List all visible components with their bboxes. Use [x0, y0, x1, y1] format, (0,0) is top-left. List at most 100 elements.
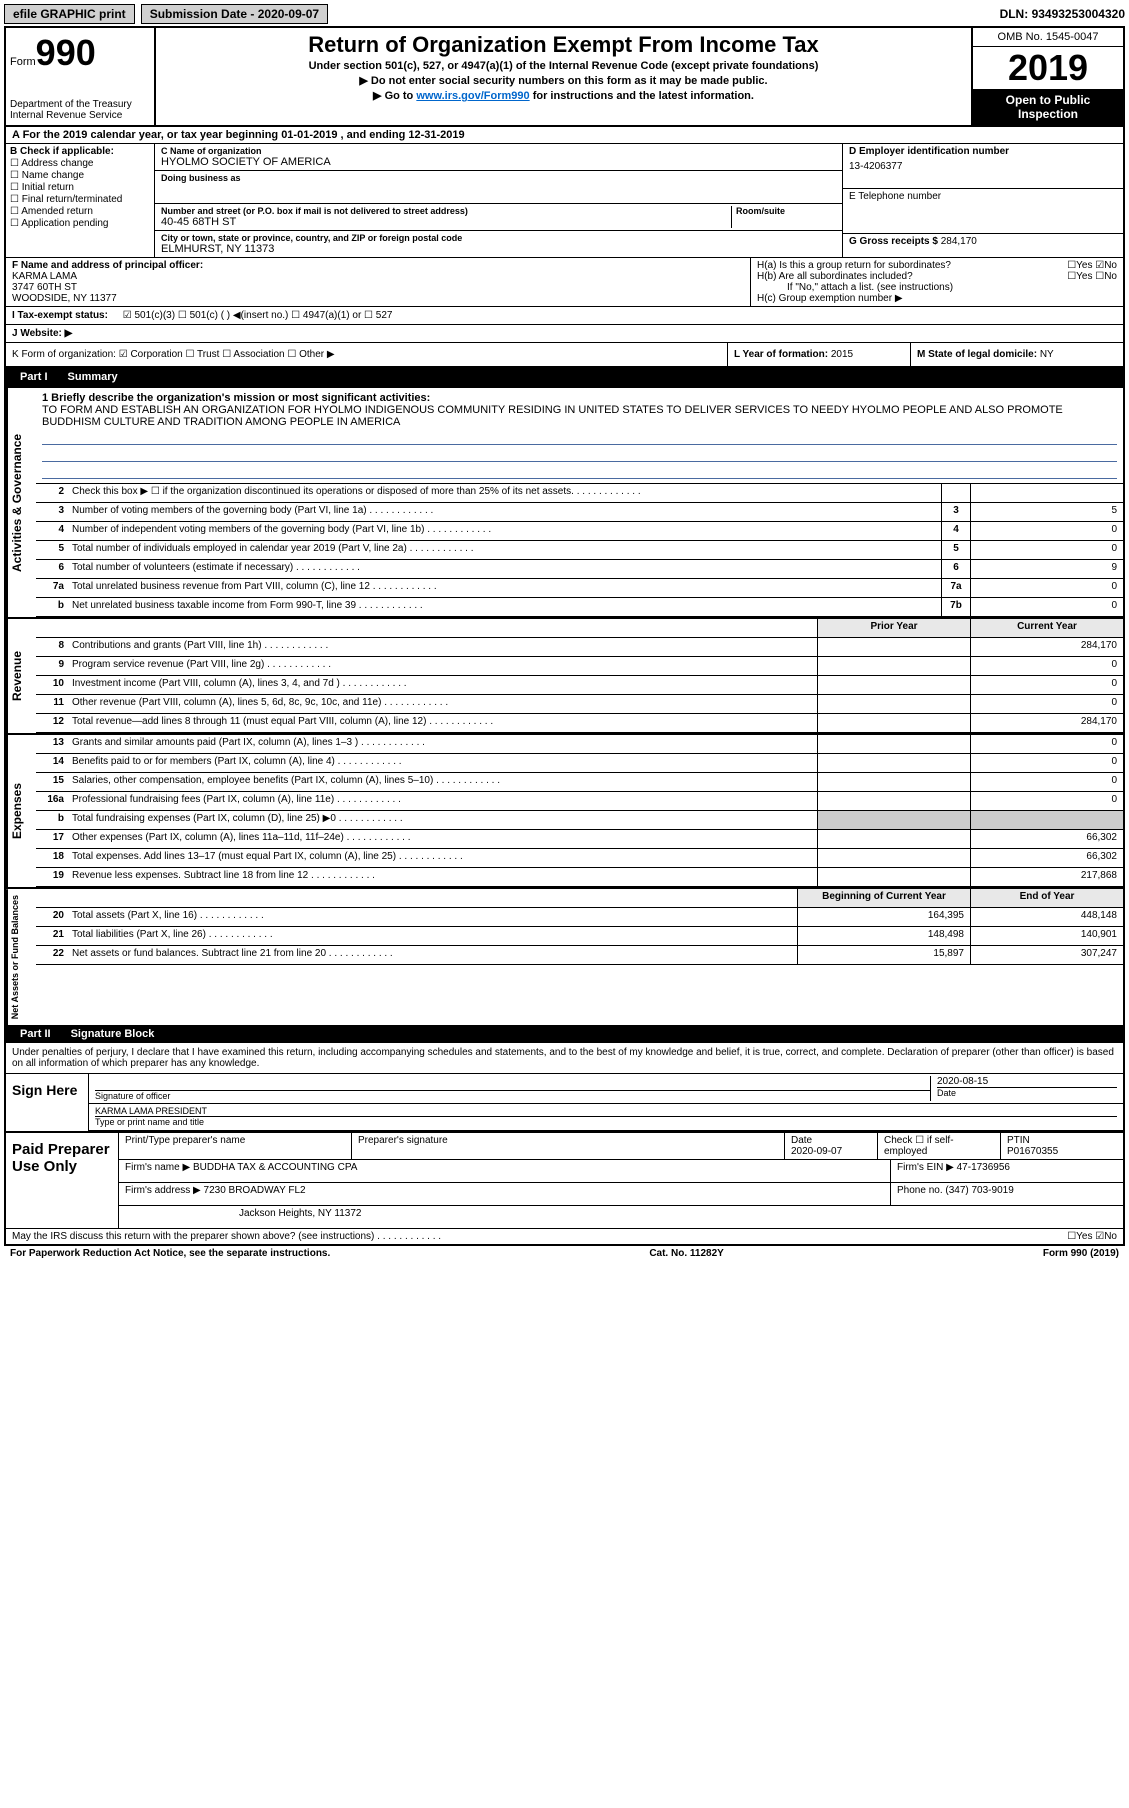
hb-label: H(b) Are all subordinates included? [757, 271, 913, 282]
exp-line-17: 17Other expenses (Part IX, column (A), l… [36, 830, 1123, 849]
department: Department of the Treasury Internal Reve… [10, 99, 150, 121]
c-name-label: C Name of organization [161, 146, 836, 156]
exp-line-b: bTotal fundraising expenses (Part IX, co… [36, 811, 1123, 830]
part2-title: Signature Block [71, 1028, 155, 1040]
side-net-assets: Net Assets or Fund Balances [6, 889, 36, 1025]
side-governance: Activities & Governance [6, 388, 36, 617]
l-value: 2015 [831, 349, 853, 360]
i-options[interactable]: ☑ 501(c)(3) ☐ 501(c) ( ) ◀(insert no.) ☐… [123, 310, 393, 321]
submission-label: Submission Date - [150, 7, 258, 21]
paid-preparer-label: Paid Preparer Use Only [6, 1133, 119, 1228]
gov-line-3: 3Number of voting members of the governi… [36, 503, 1123, 522]
dln-value: 93493253004320 [1032, 7, 1125, 21]
dba-label: Doing business as [161, 173, 836, 183]
net-assets-section: Net Assets or Fund Balances Beginning of… [6, 887, 1123, 1025]
klm-row: K Form of organization: ☑ Corporation ☐ … [6, 343, 1123, 368]
instruction-2: ▶ Go to www.irs.gov/Form990 for instruct… [164, 89, 963, 102]
form-header: Form990 Department of the Treasury Inter… [6, 28, 1123, 127]
b-header: B Check if applicable: [10, 146, 150, 157]
check-name-change[interactable]: ☐ Name change [10, 170, 150, 181]
firm-name: Firm's name ▶ BUDDHA TAX & ACCOUNTING CP… [119, 1160, 891, 1182]
j-label: J Website: ▶ [12, 328, 72, 339]
officer-name: KARMA LAMA [12, 271, 744, 282]
discuss-answer[interactable]: ☐Yes ☑No [1067, 1231, 1117, 1242]
current-year-head: Current Year [970, 619, 1123, 637]
net-line-20: 20Total assets (Part X, line 16)164,3954… [36, 908, 1123, 927]
dln-label: DLN: [1000, 7, 1032, 21]
rev-line-9: 9Program service revenue (Part VIII, lin… [36, 657, 1123, 676]
check-application-pending[interactable]: ☐ Application pending [10, 218, 150, 229]
header-left: Form990 Department of the Treasury Inter… [6, 28, 156, 125]
prior-year-head: Prior Year [817, 619, 970, 637]
gov-line-b: bNet unrelated business taxable income f… [36, 598, 1123, 617]
rev-header-row: Prior Year Current Year [36, 619, 1123, 638]
sig-officer-label: Signature of officer [95, 1090, 930, 1101]
expenses-section: Expenses 13Grants and similar amounts pa… [6, 733, 1123, 887]
officer-signature-field[interactable]: Signature of officer [95, 1076, 930, 1101]
firm-address: Firm's address ▶ 7230 BROADWAY FL2 [119, 1183, 891, 1205]
part2-label: Part II [12, 1027, 59, 1041]
gov-line-7a: 7aTotal unrelated business revenue from … [36, 579, 1123, 598]
end-year-head: End of Year [970, 889, 1123, 907]
sig-date-label: Date [937, 1087, 1117, 1098]
exp-line-13: 13Grants and similar amounts paid (Part … [36, 735, 1123, 754]
top-bar: efile GRAPHIC print Submission Date - 20… [4, 4, 1125, 24]
exp-line-18: 18Total expenses. Add lines 13–17 (must … [36, 849, 1123, 868]
page-footer: For Paperwork Reduction Act Notice, see … [4, 1246, 1125, 1261]
prep-print-name: Print/Type preparer's name [119, 1133, 352, 1159]
officer-name-title-field: KARMA LAMA PRESIDENT Type or print name … [95, 1106, 1117, 1128]
mission-blank-1 [42, 430, 1117, 445]
street-value: 40-45 68TH ST [161, 216, 731, 228]
mission-text: TO FORM AND ESTABLISH AN ORGANIZATION FO… [42, 404, 1117, 428]
mission-q: 1 Briefly describe the organization's mi… [42, 392, 1117, 404]
net-header-row: Beginning of Current Year End of Year [36, 889, 1123, 908]
check-address-change[interactable]: ☐ Address change [10, 158, 150, 169]
sig-date-field: 2020-08-15 Date [930, 1076, 1117, 1101]
form-number: 990 [36, 32, 96, 73]
hb-answer[interactable]: ☐Yes ☐No [1067, 271, 1117, 282]
ha-answer[interactable]: ☐Yes ☑No [1067, 260, 1117, 271]
firm-phone: Phone no. (347) 703-9019 [891, 1183, 1123, 1205]
exp-line-16a: 16aProfessional fundraising fees (Part I… [36, 792, 1123, 811]
i-label: I Tax-exempt status: [12, 310, 108, 321]
omb-number: OMB No. 1545-0047 [973, 28, 1123, 47]
rev-line-11: 11Other revenue (Part VIII, column (A), … [36, 695, 1123, 714]
room-label: Room/suite [736, 206, 836, 216]
prep-signature[interactable]: Preparer's signature [352, 1133, 785, 1159]
prep-self-employed[interactable]: Check ☐ if self-employed [878, 1133, 1001, 1159]
l-label: L Year of formation: [734, 349, 831, 360]
prep-ptin: PTIN P01670355 [1001, 1133, 1123, 1159]
j-row: J Website: ▶ [6, 325, 1123, 343]
f-col: F Name and address of principal officer:… [6, 258, 751, 306]
hc-label: H(c) Group exemption number ▶ [757, 293, 1117, 304]
instruction-1: ▶ Do not enter social security numbers o… [164, 74, 963, 87]
header-right: OMB No. 1545-0047 2019 Open to Public In… [971, 28, 1123, 125]
m-label: M State of legal domicile: [917, 349, 1040, 360]
i-col: I Tax-exempt status: ☑ 501(c)(3) ☐ 501(c… [6, 307, 1123, 324]
check-final-return[interactable]: ☐ Final return/terminated [10, 194, 150, 205]
footer-mid: Cat. No. 11282Y [649, 1248, 723, 1259]
rev-line-12: 12Total revenue—add lines 8 through 11 (… [36, 714, 1123, 733]
city-label: City or town, state or province, country… [161, 233, 836, 243]
efile-button[interactable]: efile GRAPHIC print [4, 4, 135, 24]
part2-header: Part II Signature Block [6, 1025, 1123, 1043]
hb-note: If "No," attach a list. (see instruction… [757, 282, 1117, 293]
submission-date-button[interactable]: Submission Date - 2020-09-07 [141, 4, 328, 24]
mission-blank-3 [42, 464, 1117, 479]
d-label: D Employer identification number [849, 146, 1117, 157]
k-col[interactable]: K Form of organization: ☑ Corporation ☐ … [6, 343, 727, 366]
street-label: Number and street (or P.O. box if mail i… [161, 206, 731, 216]
revenue-section: Revenue Prior Year Current Year 8Contrib… [6, 617, 1123, 733]
m-value: NY [1040, 349, 1054, 360]
paid-preparer-block: Paid Preparer Use Only Print/Type prepar… [6, 1131, 1123, 1228]
gov-line-2: 2Check this box ▶ ☐ if the organization … [36, 484, 1123, 503]
sig-name-label: Type or print name and title [95, 1116, 1117, 1127]
h-col: H(a) Is this a group return for subordin… [751, 258, 1123, 306]
check-initial-return[interactable]: ☐ Initial return [10, 182, 150, 193]
check-amended[interactable]: ☐ Amended return [10, 206, 150, 217]
irs-link[interactable]: www.irs.gov/Form990 [416, 90, 529, 102]
line-a: A For the 2019 calendar year, or tax yea… [6, 127, 1123, 144]
net-line-21: 21Total liabilities (Part X, line 26)148… [36, 927, 1123, 946]
sig-name-title: KARMA LAMA PRESIDENT [95, 1106, 1117, 1116]
officer-city: WOODSIDE, NY 11377 [12, 293, 744, 304]
